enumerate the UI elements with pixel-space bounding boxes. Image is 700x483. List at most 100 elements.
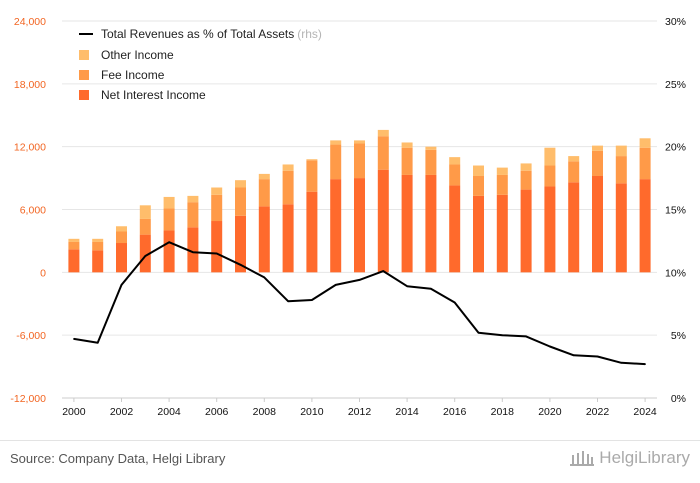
bar-other-income	[211, 187, 223, 195]
x-tick-label: 2010	[300, 406, 324, 418]
bar-fee-income	[330, 144, 342, 180]
bar-other-income	[449, 157, 461, 165]
x-tick-label: 2020	[538, 406, 562, 418]
bar-net-interest-income	[425, 174, 437, 273]
bar-fee-income	[401, 147, 413, 175]
y-left-tick-label: -12,000	[10, 393, 46, 405]
bar-fee-income	[544, 165, 556, 187]
line-point	[73, 338, 75, 340]
x-tick-label: 2022	[586, 406, 610, 418]
bar-fee-income	[354, 143, 365, 179]
bar-net-interest-income	[568, 182, 580, 273]
x-tick-label: 2024	[633, 406, 657, 418]
bar-other-income	[639, 138, 651, 148]
bar-fee-income	[139, 218, 151, 235]
legend-swatch-net-interest-income	[79, 90, 89, 100]
line-point	[620, 362, 623, 364]
legend-item-other-income[interactable]: Other Income	[79, 47, 174, 63]
footer-divider	[0, 440, 700, 441]
source-note: Source: Company Data, Helgi Library	[10, 451, 226, 466]
x-tick-label: 2002	[110, 406, 134, 418]
bar-fee-income	[568, 161, 580, 183]
line-point	[144, 255, 147, 257]
y-left-tick-label: 12,000	[14, 142, 46, 154]
y-right-tick-label: 25%	[665, 79, 686, 91]
bar-other-income	[235, 180, 246, 188]
x-tick-label: 2012	[348, 406, 372, 418]
line-point	[525, 335, 527, 338]
bar-fee-income	[306, 160, 318, 192]
bar-other-income	[330, 140, 342, 145]
legend-item-revenue-ratio[interactable]: Total Revenues as % of Total Assets (rhs…	[79, 26, 322, 42]
y-left-tick-label: 18,000	[14, 79, 46, 91]
bar-other-income	[377, 129, 389, 137]
bar-net-interest-income	[473, 195, 484, 273]
bar-net-interest-income	[401, 174, 413, 273]
bar-net-interest-income	[282, 204, 294, 273]
line-point	[168, 241, 170, 243]
x-tick-label: 2018	[491, 406, 515, 418]
bar-other-income	[139, 205, 151, 219]
bar-net-interest-income	[354, 178, 365, 273]
bar-other-income	[282, 164, 294, 171]
bar-other-income	[568, 156, 580, 162]
line-point	[358, 279, 361, 281]
bar-fee-income	[520, 170, 532, 190]
y-left-tick-label: 0	[40, 267, 46, 279]
bar-fee-income	[211, 194, 223, 222]
legend-swatch-other-income	[79, 50, 89, 60]
legend-label-revenue-ratio: Total Revenues as % of Total Assets	[101, 27, 295, 41]
bar-net-interest-income	[592, 175, 603, 273]
helgi-library-logo[interactable]: HelgiLibrary	[569, 448, 690, 468]
logo-text: HelgiLibrary	[599, 448, 690, 467]
bar-other-income	[544, 147, 556, 166]
line-point	[549, 345, 551, 348]
bar-other-income	[425, 146, 437, 150]
line-point	[596, 355, 599, 358]
legend-line-swatch	[79, 33, 93, 35]
line-point	[453, 301, 456, 304]
bar-fee-income	[282, 170, 294, 205]
bar-other-income	[520, 163, 532, 171]
line-point	[263, 276, 266, 279]
line-point	[572, 354, 575, 357]
y-right-tick-label: 10%	[665, 267, 686, 279]
bar-other-income	[163, 196, 175, 209]
y-left-tick-label: -6,000	[16, 330, 46, 342]
y-right-tick-label: 5%	[671, 330, 686, 342]
bar-other-income	[187, 195, 199, 203]
bar-net-interest-income	[92, 250, 104, 273]
bar-net-interest-income	[68, 249, 80, 273]
bar-fee-income	[92, 241, 104, 251]
bar-net-interest-income	[330, 179, 342, 273]
line-point	[644, 363, 646, 365]
bar-other-income	[258, 173, 270, 180]
bar-other-income	[354, 140, 365, 144]
bar-fee-income	[235, 187, 246, 216]
bar-fee-income	[496, 174, 508, 195]
line-point	[287, 300, 289, 303]
bar-net-interest-income	[211, 221, 223, 273]
line-point	[96, 341, 99, 344]
bar-net-interest-income	[139, 234, 151, 273]
bar-net-interest-income	[496, 194, 508, 273]
y-left-tick-label: 24,000	[14, 16, 46, 28]
bar-other-income	[116, 226, 127, 232]
bar-fee-income	[592, 150, 603, 176]
x-tick-label: 2008	[253, 406, 277, 418]
x-tick-label: 2004	[157, 406, 181, 418]
bar-fee-income	[615, 156, 627, 184]
chart: -12,000 -6,000 0 6,000 12,000 18,000 24,000 0% 5…	[10, 16, 686, 418]
legend-item-fee-income[interactable]: Fee Income	[79, 67, 164, 83]
x-tick-label: 2016	[443, 406, 467, 418]
bar-fee-income	[425, 149, 437, 175]
legend-swatch-fee-income	[79, 70, 89, 80]
line-point	[239, 263, 242, 266]
bar-other-income	[306, 159, 318, 161]
line-point	[192, 251, 194, 254]
bar-net-interest-income	[615, 183, 627, 273]
line-point	[501, 334, 504, 336]
bar-fee-income	[258, 179, 270, 207]
legend-label-other-income: Other Income	[101, 48, 174, 62]
legend-item-net-interest-income[interactable]: Net Interest Income	[79, 87, 206, 103]
